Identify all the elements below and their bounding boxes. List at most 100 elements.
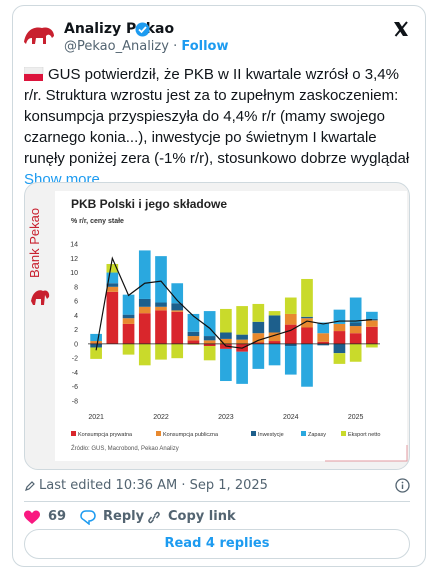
bar [203, 346, 216, 361]
tweet-text: GUS potwierdził, że PKB w II kwartale wz… [23, 64, 416, 190]
bar [333, 309, 346, 324]
y-tick-label: -8 [72, 399, 78, 406]
bar [90, 333, 102, 342]
bar [203, 311, 216, 337]
avatar[interactable] [22, 22, 56, 48]
bar [349, 343, 362, 362]
y-tick-label: -4 [72, 370, 78, 377]
reply-button[interactable]: Reply [103, 509, 145, 524]
bar [138, 306, 151, 314]
bar [106, 272, 119, 284]
chart-subtitle: % r/r, ceny stałe [71, 218, 124, 225]
bar [366, 320, 378, 327]
divider [24, 501, 410, 502]
bar [284, 324, 297, 344]
tweet-body: GUS potwierdził, że PKB w II kwartale wz… [24, 66, 410, 167]
bar [317, 341, 330, 344]
bar [138, 298, 151, 307]
x-tick-label: 2025 [348, 414, 364, 421]
like-count[interactable]: 69 [48, 509, 67, 524]
bar [122, 314, 135, 319]
bar [155, 302, 167, 307]
author-name[interactable]: Analizy Pekao [64, 21, 175, 37]
bar [122, 294, 135, 315]
y-tick-label: -2 [72, 356, 78, 363]
bar [187, 313, 200, 332]
bar [171, 311, 184, 344]
link-icon[interactable] [146, 510, 162, 525]
bar [366, 311, 378, 319]
bar [171, 310, 184, 312]
bar [268, 341, 281, 344]
bar [366, 326, 378, 344]
y-tick-label: 4 [74, 313, 78, 320]
bar [268, 311, 281, 316]
bar [220, 338, 232, 344]
legend-swatch [341, 431, 346, 436]
bar [203, 336, 216, 341]
y-tick-label: 8 [74, 284, 78, 291]
bar [317, 322, 330, 334]
bar [106, 291, 119, 344]
y-tick-label: -6 [72, 384, 78, 391]
chart: Bank Pekao PKB Polski i jego składowe % … [27, 191, 408, 462]
bar [138, 250, 151, 299]
copy-link-button[interactable]: Copy link [168, 509, 236, 524]
bar [252, 333, 265, 343]
bar [284, 343, 297, 347]
bar [366, 343, 378, 348]
x-tick-label: 2022 [153, 414, 169, 421]
separator: · [173, 39, 178, 54]
y-tick-label: 6 [74, 299, 78, 306]
x-tick-label: 2024 [283, 414, 299, 421]
reply-icon[interactable] [80, 510, 96, 525]
bar [236, 334, 248, 340]
legend-label: Konsumpcja prywatna [78, 432, 133, 438]
line [95, 256, 372, 351]
bar [187, 336, 200, 341]
bar [90, 347, 102, 359]
bar [252, 342, 265, 344]
bar [236, 339, 248, 344]
bar [155, 306, 167, 311]
bar [252, 321, 265, 334]
bar [171, 343, 184, 359]
bar [268, 332, 281, 342]
legend-swatch [156, 431, 161, 436]
author-handle: @Pekao_Analizy · Follow [64, 39, 229, 54]
y-tick-label: 14 [70, 242, 78, 249]
legend-swatch [301, 431, 306, 436]
bar [333, 343, 346, 354]
read-replies-button[interactable]: Read 4 replies [24, 529, 410, 559]
bar [349, 297, 362, 323]
bar [106, 263, 119, 273]
edit-icon [25, 481, 35, 491]
bar [155, 256, 167, 303]
bar [317, 333, 330, 342]
timestamp[interactable]: Last edited 10:36 AM · Sep 1, 2025 [39, 478, 268, 493]
bar [187, 340, 200, 344]
bar [171, 303, 184, 311]
bar [349, 326, 362, 334]
tweet-image[interactable]: Bank Pekao PKB Polski i jego składowe % … [24, 182, 410, 470]
bar [122, 343, 135, 355]
x-logo[interactable] [392, 20, 410, 38]
bar [90, 341, 102, 344]
legend-swatch [251, 431, 256, 436]
follow-button[interactable]: Follow [181, 39, 229, 54]
like-icon[interactable] [24, 510, 40, 525]
handle[interactable]: @Pekao_Analizy [64, 39, 169, 54]
frame-line [325, 445, 408, 462]
bar [268, 343, 281, 366]
bar [284, 313, 297, 325]
bar [252, 343, 265, 369]
bar [349, 322, 362, 327]
chart-title: PKB Polski i jego składowe [71, 197, 227, 211]
legend-label: Konsumpcja publiczna [163, 432, 219, 438]
x-tick-label: 2021 [88, 414, 104, 421]
info-icon[interactable] [395, 478, 410, 493]
brand: Bank Pekao [27, 208, 42, 278]
verified-badge [135, 22, 150, 37]
bar [268, 315, 281, 333]
